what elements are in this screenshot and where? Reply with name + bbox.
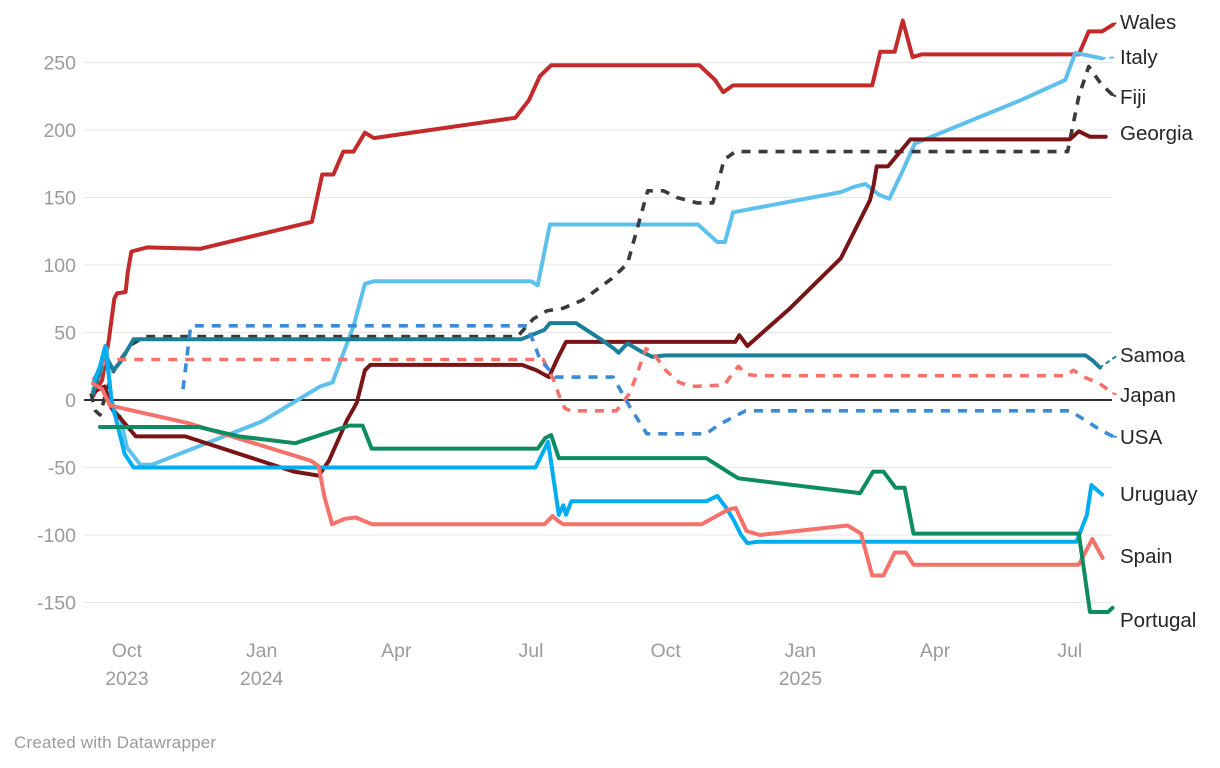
x-tick-year-label: 2024 <box>240 668 284 690</box>
series-label-japan: Japan <box>1120 384 1176 407</box>
x-tick-label: Jul <box>1057 640 1082 662</box>
series-line-italy <box>91 51 1105 467</box>
series-label-connector-italy <box>1101 56 1119 60</box>
series-label-connector-fiji <box>1111 93 1119 98</box>
x-axis-labels: Oct 2023 Jan 2024 Apr Jul Oct Jan 2025 Apr Jul <box>105 640 1082 690</box>
series-label-usa: USA <box>1120 426 1162 449</box>
series-label-samoa: Samoa <box>1120 344 1186 367</box>
series-line-georgia <box>91 129 1108 478</box>
x-tick-label: Apr <box>920 640 951 662</box>
y-tick-label: 150 <box>43 188 76 210</box>
y-tick-label: 100 <box>43 255 76 277</box>
y-tick-label: -50 <box>48 458 76 480</box>
series-line-uruguay <box>91 344 1105 546</box>
y-tick-label: 50 <box>54 323 76 345</box>
line-chart-canvas: 250 200 150 100 50 0 -50 -100 -150 Oct 2023 Jan 2024… <box>37 11 1198 690</box>
series-label-portugal: Portugal <box>1120 609 1196 632</box>
x-tick-label: Jan <box>785 640 816 662</box>
x-tick-year-label: 2025 <box>779 668 823 690</box>
y-tick-label: -100 <box>37 525 76 547</box>
y-tick-label: 250 <box>43 53 76 75</box>
y-tick-label: 200 <box>43 120 76 142</box>
x-tick-label: Apr <box>381 640 412 662</box>
series-line-usa <box>181 323 1114 438</box>
x-tick-label: Oct <box>112 640 143 662</box>
series-line-fiji <box>89 64 1114 417</box>
series-label-connector-wales <box>1111 21 1119 26</box>
series-label-fiji: Fiji <box>1120 86 1146 109</box>
series-label-connector-usa <box>1111 435 1119 438</box>
series-line-portugal <box>98 423 1115 614</box>
series-line-spain <box>91 381 1105 578</box>
series-label-connector-japan <box>1111 392 1119 396</box>
x-tick-label: Jan <box>246 640 277 662</box>
gridlines <box>84 62 1112 603</box>
series-line-samoa <box>91 321 1102 396</box>
series-label-georgia: Georgia <box>1120 122 1194 145</box>
series-label-italy: Italy <box>1120 46 1158 69</box>
x-tick-label: Jul <box>519 640 544 662</box>
x-tick-year-label: 2023 <box>105 668 148 690</box>
series-label-connector-samoa <box>1098 354 1119 369</box>
y-axis-labels: 250 200 150 100 50 0 -50 -100 -150 <box>37 53 76 615</box>
series-line-wales <box>91 18 1115 398</box>
y-tick-label: 0 <box>65 390 76 412</box>
series-label-wales: Wales <box>1120 11 1176 34</box>
series-label-uruguay: Uruguay <box>1120 483 1198 506</box>
x-tick-label: Oct <box>651 640 682 662</box>
series-line-japan <box>91 346 1114 413</box>
datawrapper-credit: Created with Datawrapper <box>14 733 217 752</box>
y-tick-label: -150 <box>37 593 76 615</box>
series-label-spain: Spain <box>1120 545 1172 568</box>
